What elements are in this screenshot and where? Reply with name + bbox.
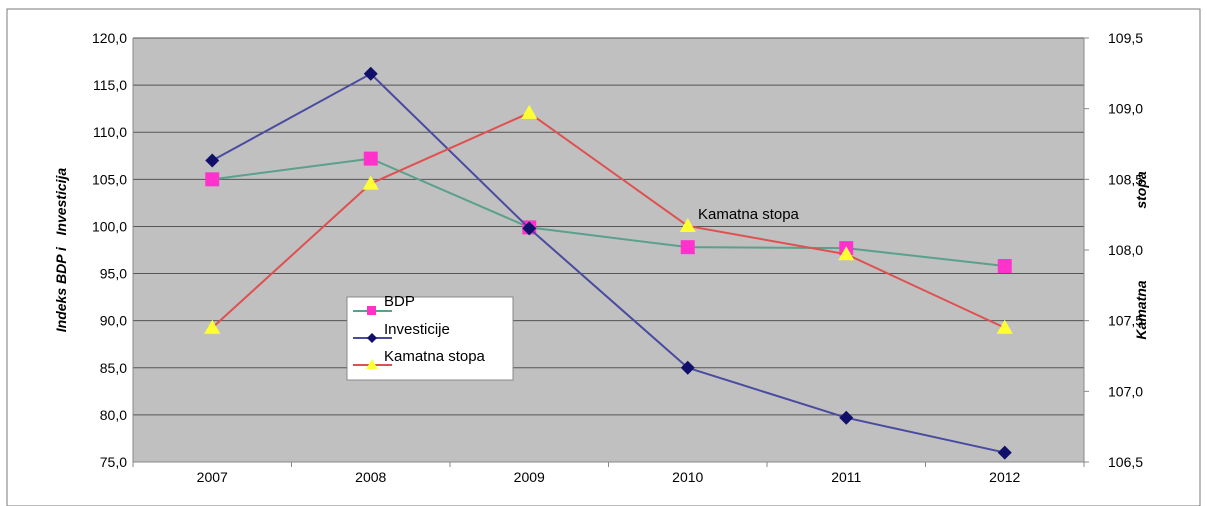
left-tick-label: 105,0 [92,171,127,187]
data-point-kamatna-stopa [204,319,221,334]
right-tick-label: 108,0 [1108,242,1143,258]
data-point-investicije [363,66,378,81]
right-tick-label: 109,0 [1108,101,1143,117]
data-point-investicije [205,153,220,168]
right-axis-title-top: stopa [1133,171,1149,209]
legend-item-investicije: Investicije [353,321,450,343]
left-axis-title: Indeks BDP i Investicija [53,168,69,333]
series-line-kamatna-stopa [211,111,1006,329]
left-axis: 120,0 115,0 110,0 105,0 100,0 95,0 90,0 85,0 80,… [92,30,127,470]
legend-marker-investicije [367,333,377,343]
legend-marker-kamatna-stopa [366,359,378,369]
left-tick-label: 85,0 [100,360,127,376]
data-point-kamatna-stopa [996,319,1013,334]
x-tick-label: 2007 [197,469,228,485]
left-tick-label: 95,0 [100,266,127,282]
right-axis: 109,5 109,0 108,5 108,0 107,5 107,0 106,5 [1084,30,1143,470]
data-point-investicije [997,445,1012,460]
x-tick-label: 2011 [831,469,861,485]
series-layer [204,66,1013,460]
right-axis-title-bottom: Kamatna [1133,280,1149,339]
left-tick-label: 80,0 [100,407,127,423]
legend-label-kamatna-stopa: Kamatna stopa [384,348,486,365]
right-tick-label: 107,5 [1108,313,1143,329]
left-tick-label: 75,0 [100,454,127,470]
data-point-investicije [839,410,854,425]
plot-area [133,38,1084,462]
legend-label-investicije: Investicije [384,321,450,338]
data-point-bdp [680,240,695,255]
data-point-investicije [522,221,537,236]
x-tick-label: 2012 [989,469,1020,485]
left-tick-label: 110,0 [93,124,127,140]
x-tick-label: 2008 [355,469,386,485]
right-tick-label: 107,0 [1108,383,1143,399]
left-tick-label: 90,0 [100,313,127,329]
data-point-kamatna-stopa [362,175,379,190]
x-tick-label: 2009 [514,469,545,485]
data-point-kamatna-stopa [679,217,696,232]
right-tick-label: 109,5 [1108,30,1143,46]
data-point-kamatna-stopa [521,104,538,119]
data-point-bdp [205,172,220,187]
data-point-kamatna-stopa [838,246,855,261]
legend-item-bdp: BDP [353,293,415,315]
legend: BDP Investicije Kamatna stopa [346,293,514,381]
legend-item-kamatna-stopa: Kamatna stopa [353,348,486,369]
right-tick-label: 108,5 [1108,171,1143,187]
data-point-bdp [997,259,1012,274]
left-tick-label: 120,0 [92,30,127,46]
x-tick-label: 2010 [672,469,703,485]
legend-marker-bdp [367,306,376,315]
series-line-bdp [212,157,1005,268]
data-point-investicije [680,360,695,375]
left-tick-label: 115,0 [93,77,127,93]
x-axis: 2007 2008 2009 2010 2011 2012 [132,462,1085,485]
legend-label-bdp: BDP [384,293,415,310]
data-point-bdp [363,151,378,166]
kamatna-stopa-annotation: Kamatna stopa [698,206,800,223]
left-tick-label: 100,0 [92,218,127,234]
right-tick-label: 106,5 [1108,454,1143,470]
series-line-investicije [211,72,1005,454]
